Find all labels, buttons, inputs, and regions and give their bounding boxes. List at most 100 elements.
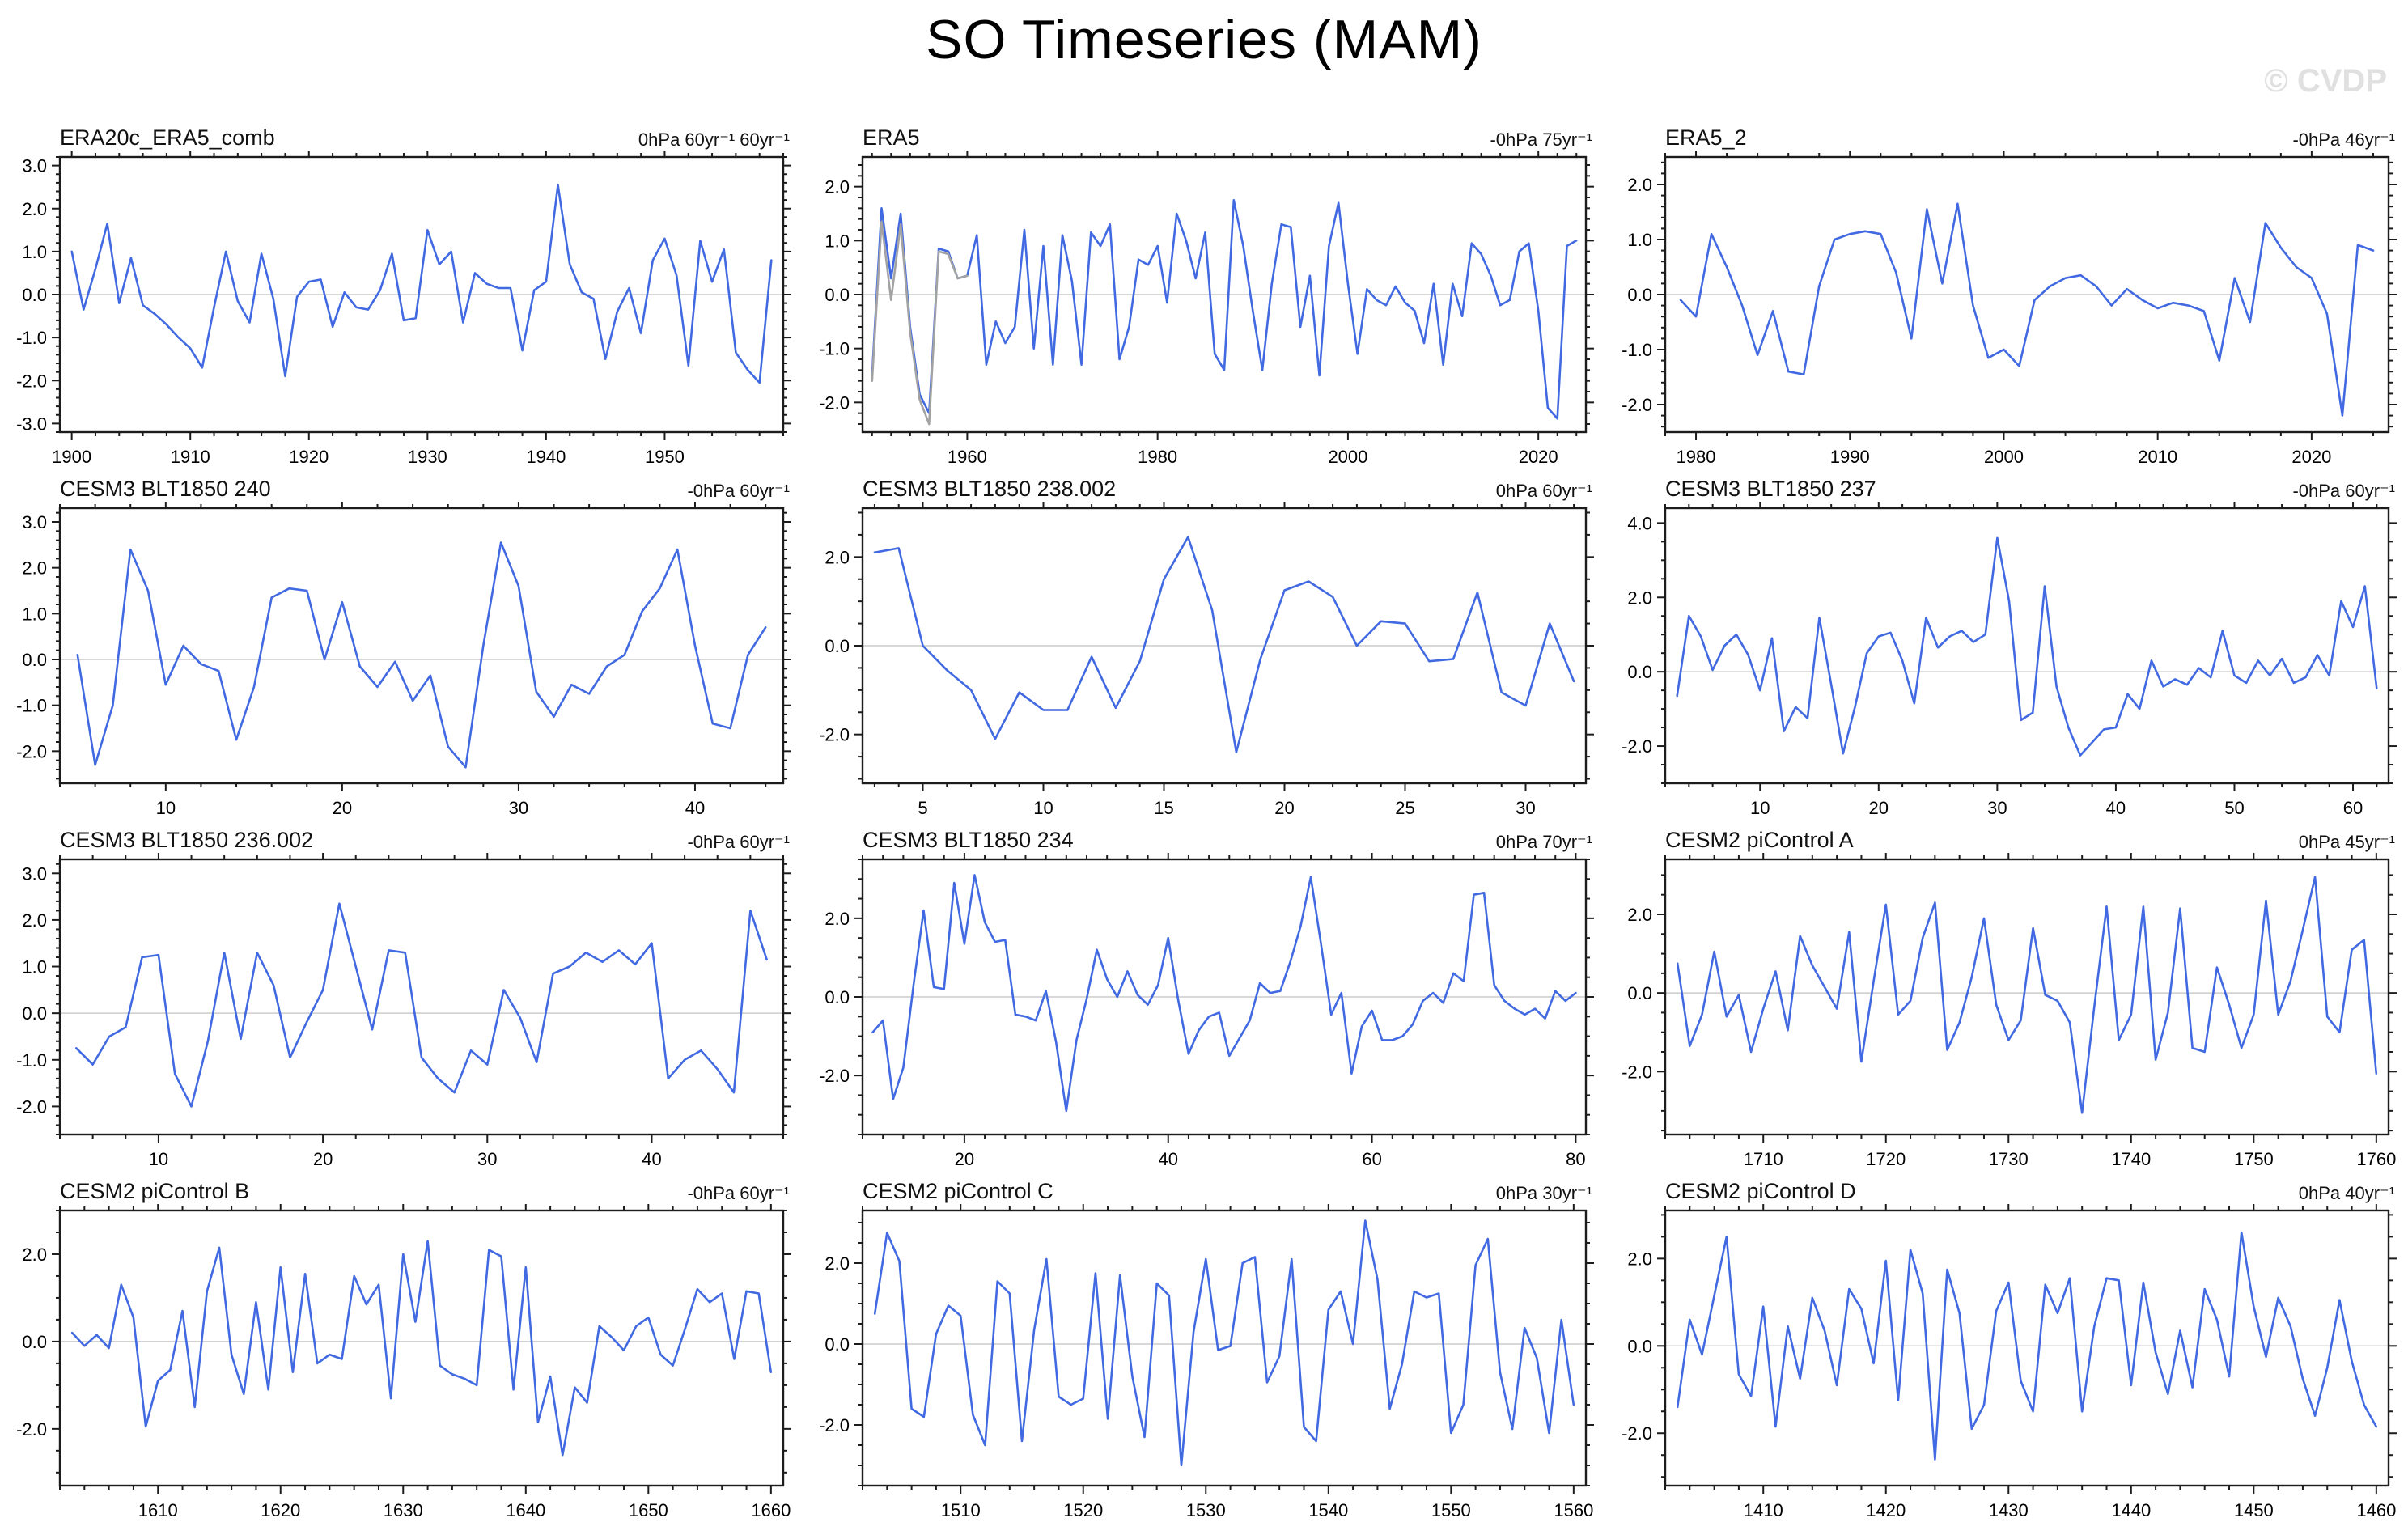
svg-text:1.0: 1.0 [22,242,47,262]
series-group [871,874,1577,1113]
trend-annotation: -0hPa 60yr⁻¹ [2292,481,2395,501]
svg-text:20: 20 [955,1149,974,1169]
timeseries-panel-era20c-era5-comb: ERA20c_ERA5_comb 0hPa 60yr⁻¹ 60yr⁻¹ 1900… [0,120,803,471]
timeseries-panel-cesm2-picontrol-a: CESM2 piControl A 0hPa 45yr⁻¹ 1710 1720 17… [1605,822,2408,1173]
svg-text:20: 20 [1869,798,1889,818]
trend-annotation: -0hPa 46yr⁻¹ [2292,129,2395,150]
svg-text:2.0: 2.0 [22,1245,47,1265]
svg-text:2.0: 2.0 [825,909,850,929]
panel-grid: ERA20c_ERA5_comb 0hPa 60yr⁻¹ 60yr⁻¹ 1900… [0,120,2408,1524]
ticks [854,1202,1594,1494]
trend-annotation: 0hPa 60yr⁻¹ [1495,481,1592,501]
svg-text:2010: 2010 [2138,447,2177,467]
tick-labels: 5 10 15 20 25 30 2.0 0.0 -2.0 [819,547,1536,818]
ticks [854,500,1594,791]
svg-text:1720: 1720 [1866,1149,1906,1169]
svg-text:1660: 1660 [751,1500,791,1520]
svg-text:-1.0: -1.0 [1622,340,1652,360]
svg-text:-1.0: -1.0 [16,696,47,716]
series-line [871,220,969,426]
panel-header: CESM2 piControl D 0hPa 40yr⁻¹ [1613,1173,2408,1204]
trend-annotation: -0hPa 60yr⁻¹ [687,832,790,852]
svg-text:1.0: 1.0 [1627,230,1652,250]
svg-text:-2.0: -2.0 [16,1096,47,1117]
svg-text:10: 10 [149,1149,168,1169]
svg-text:1.0: 1.0 [825,231,850,251]
svg-text:0.0: 0.0 [1627,662,1652,682]
series-line [873,536,1575,753]
series-line [75,902,769,1108]
svg-text:1610: 1610 [138,1500,178,1520]
timeseries-plot: 1610 1620 1630 1640 1650 1660 2.0 0.0 -2.0 [8,1202,795,1521]
series-group [75,902,769,1108]
svg-text:1410: 1410 [1744,1500,1783,1520]
timeseries-panel-cesm3-blt1850-236-002: CESM3 BLT1850 236.002 -0hPa 60yr⁻¹ 10 20 3… [0,822,803,1173]
svg-text:1740: 1740 [2111,1149,2151,1169]
ticks [52,149,791,440]
panel-title: CESM3 BLT1850 236.002 [60,828,314,852]
svg-text:2.0: 2.0 [1627,905,1652,925]
series-group [1676,1231,2378,1461]
svg-text:-2.0: -2.0 [819,1415,850,1435]
svg-text:0.0: 0.0 [1627,285,1652,305]
ticks [1657,1202,2397,1494]
timeseries-plot: 1960 1980 2000 2020 2.0 1.0 0.0 -1.0 -2.0 [811,149,1597,468]
cvdp-watermark: © CVDP [2264,63,2387,99]
series-group [1676,536,2378,757]
trend-annotation: 0hPa 40yr⁻¹ [2298,1183,2395,1203]
svg-text:-2.0: -2.0 [1622,1062,1652,1082]
timeseries-plot: 1410 1420 1430 1440 1450 1460 2.0 0.0 -2.0 [1613,1202,2400,1521]
timeseries-panel-cesm3-blt1850-237: CESM3 BLT1850 237 -0hPa 60yr⁻¹ 10 20 30 40 5… [1605,471,2408,822]
svg-text:20: 20 [1274,798,1294,818]
timeseries-plot: 1980 1990 2000 2010 2020 2.0 1.0 0.0 -1.0 -2.0 [1613,149,2400,468]
plot-frame [58,858,785,1136]
panel-header: CESM2 piControl B -0hPa 60yr⁻¹ [8,1173,803,1204]
timeseries-plot: 10 20 30 40 3.0 2.0 1.0 0.0 -1.0 -2.0 [8,500,795,819]
ticks [52,500,791,791]
svg-text:0.0: 0.0 [825,987,850,1007]
svg-text:2.0: 2.0 [1627,175,1652,195]
series-group [1676,876,2378,1114]
svg-text:2020: 2020 [2291,447,2331,467]
svg-text:1750: 1750 [2234,1149,2274,1169]
svg-text:2.0: 2.0 [1627,1249,1652,1269]
trend-annotation: 0hPa 60yr⁻¹ 60yr⁻¹ [638,129,790,150]
timeseries-panel-cesm3-blt1850-234: CESM3 BLT1850 234 0hPa 70yr⁻¹ 20 40 60 80 2.… [803,822,1605,1173]
svg-text:1630: 1630 [384,1500,423,1520]
svg-text:50: 50 [2224,798,2244,818]
panel-header: CESM3 BLT1850 240 -0hPa 60yr⁻¹ [8,471,803,502]
tick-labels: 1610 1620 1630 1640 1650 1660 2.0 0.0 -2.0 [16,1245,791,1520]
timeseries-panel-cesm2-picontrol-c: CESM2 piControl C 0hPa 30yr⁻¹ 1510 1520 15… [803,1173,1605,1524]
svg-text:3.0: 3.0 [22,863,47,884]
svg-text:-1.0: -1.0 [819,339,850,359]
svg-text:10: 10 [1750,798,1770,818]
svg-text:-2.0: -2.0 [1622,1423,1652,1444]
svg-text:0.0: 0.0 [22,1332,47,1352]
svg-text:-1.0: -1.0 [16,328,47,348]
svg-text:2.0: 2.0 [22,558,47,579]
svg-text:2020: 2020 [1519,447,1558,467]
svg-text:1950: 1950 [645,447,685,467]
series-group [871,198,1578,426]
svg-text:10: 10 [1033,798,1053,818]
plot-canvas: 10 20 30 40 3.0 2.0 1.0 0.0 -1.0 -2.0 [16,500,791,818]
svg-text:1960: 1960 [948,447,987,467]
series-group [873,536,1575,753]
svg-text:40: 40 [1159,1149,1178,1169]
svg-text:1.0: 1.0 [22,957,47,977]
svg-text:2.0: 2.0 [825,1253,850,1274]
svg-text:-2.0: -2.0 [1622,395,1652,415]
series-line [1679,202,2375,417]
plot-canvas: 1980 1990 2000 2010 2020 2.0 1.0 0.0 -1.0 -2.0 [1622,149,2397,467]
svg-text:1650: 1650 [629,1500,668,1520]
panel-title: CESM3 BLT1850 234 [863,828,1074,852]
panel-title: CESM2 piControl C [863,1179,1054,1203]
svg-text:-2.0: -2.0 [16,741,47,761]
svg-text:5: 5 [918,798,927,818]
timeseries-panel-era5: ERA5 -0hPa 75yr⁻¹ 1960 1980 2000 2020 2.0 1.0… [803,120,1605,471]
timeseries-plot: 1900 1910 1920 1930 1940 1950 3.0 2.0 1.0 0.0 -1.0… [8,149,795,468]
timeseries-plot: 20 40 60 80 2.0 0.0 -2.0 [811,851,1597,1170]
svg-text:1990: 1990 [1830,447,1870,467]
series-group [76,541,767,769]
plot-canvas: 1510 1520 1530 1540 1550 1560 2.0 0.0 -2.0 [819,1202,1594,1520]
